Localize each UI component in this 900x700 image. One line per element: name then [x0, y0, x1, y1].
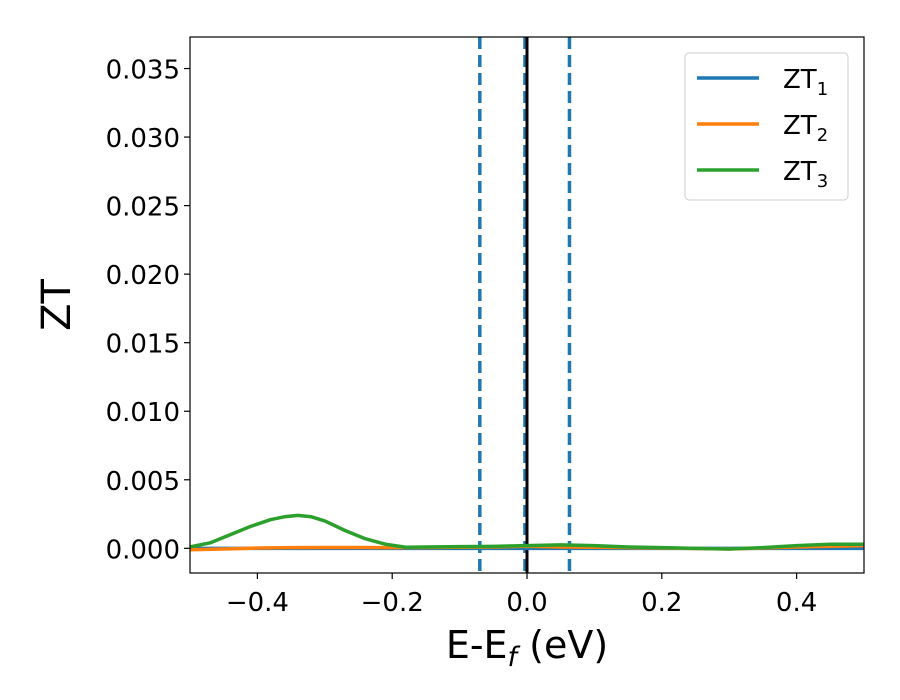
- series-lines: [190, 513, 864, 552]
- x-tick-label: 0.2: [641, 588, 682, 618]
- legend-label-2: ZT2: [783, 111, 828, 146]
- x-axis-title-main: E-E: [446, 623, 508, 667]
- y-tick-label: 0.005: [106, 467, 180, 497]
- legend-label-1: ZT1: [783, 65, 828, 100]
- y-axis: 0.000 0.005 0.010 0.015 0.020 0.025 0.030 0.035: [106, 56, 190, 565]
- x-axis-title-unit: (eV): [517, 623, 608, 667]
- y-tick-label: 0.030: [106, 124, 180, 154]
- y-tick-label: 0.020: [106, 261, 180, 291]
- x-axis: −0.4 −0.2 0.0 0.2 0.4: [226, 573, 817, 618]
- legend-box: [684, 52, 849, 201]
- series-line-zt3: [190, 513, 864, 551]
- legend: ZT1 ZT2 ZT3: [684, 52, 849, 201]
- x-tick-label: −0.2: [361, 588, 424, 618]
- y-tick-label: 0.010: [106, 398, 180, 428]
- x-tick-label: 0.4: [776, 588, 817, 618]
- y-tick-label: 0.015: [106, 330, 180, 360]
- y-axis-title: ZT: [34, 279, 80, 331]
- x-tick-label: 0.0: [506, 588, 547, 618]
- x-tick-label: −0.4: [226, 588, 289, 618]
- x-axis-title: E-Ef (eV): [446, 623, 608, 673]
- y-tick-label: 0.035: [106, 56, 180, 86]
- y-tick-label: 0.025: [106, 193, 180, 223]
- y-tick-label: 0.000: [106, 535, 180, 565]
- vertical-reference-lines: [478, 37, 572, 573]
- legend-label-3: ZT3: [783, 157, 828, 192]
